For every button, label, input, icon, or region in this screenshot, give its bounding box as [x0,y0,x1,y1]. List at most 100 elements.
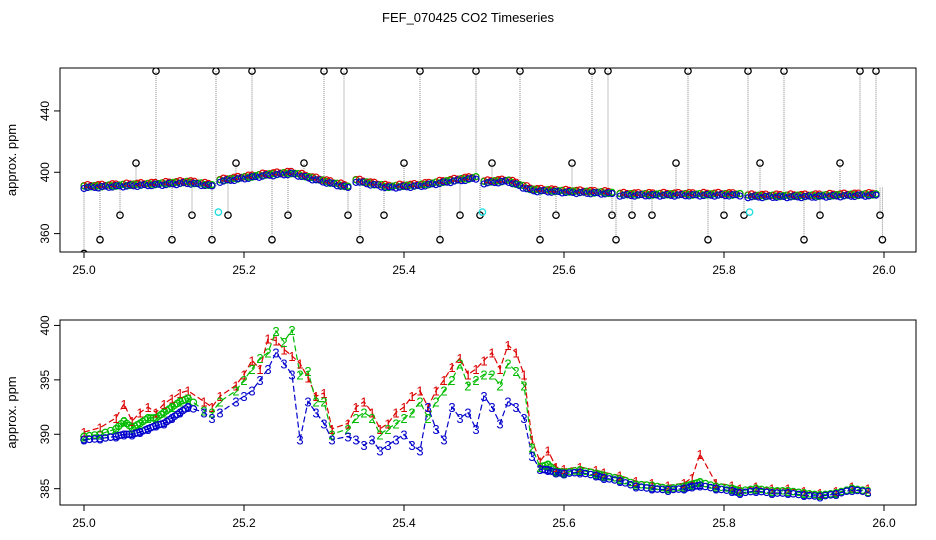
series-point [768,489,776,497]
series-label-3: 3 [440,433,447,448]
baseline-point [663,190,671,198]
series-label-1: 1 [152,406,159,421]
baseline-point [468,174,476,182]
series-label-3: 3 [600,471,607,486]
cyan-point [478,208,487,216]
series-label-1: 1 [248,353,255,368]
baseline-point [137,179,145,187]
series-label-1: 1 [648,476,655,491]
baseline-point [630,192,639,200]
series-point [146,414,155,422]
series-label-1: 1 [232,378,239,393]
baseline-point [176,177,184,185]
baseline-point [692,191,700,199]
series-label-2: 2 [128,421,135,436]
baseline-point [230,176,238,185]
series-label-1: 1 [576,460,583,475]
baseline-point [461,176,469,185]
series-label-2: 2 [352,411,359,426]
series-label-1: 1 [848,480,855,495]
series-label-2: 2 [296,367,303,382]
baseline-point [454,176,462,184]
baseline-point [337,182,345,190]
series-label-3: 3 [784,486,791,501]
series-label-2: 2 [168,400,175,415]
series-point [581,467,590,476]
series-label-1: 1 [120,397,127,412]
series-point [706,483,715,492]
x-tick-label: 25.0 [72,516,96,530]
spike-point [168,235,176,244]
series-label-1: 1 [376,422,383,437]
series-label-2: 2 [264,346,271,361]
series-label-1: 1 [632,474,639,489]
series-label-1: 1 [768,482,775,497]
series-label-1: 1 [616,469,623,484]
series-label-2: 2 [288,323,295,338]
series-label-2: 2 [728,482,735,497]
series-label-3: 3 [432,422,439,437]
series-label-3: 3 [424,400,431,415]
series-label-2: 2 [176,395,183,410]
series-label-2: 2 [96,427,103,442]
spike-point [436,235,444,244]
y-tick-label: 440 [38,101,52,121]
series-label-1: 1 [288,349,295,364]
baseline-point [765,192,773,200]
series-label-2: 2 [784,484,791,499]
series-label-1: 1 [168,391,175,406]
series-label-3: 3 [400,427,407,442]
baseline-point [133,182,141,191]
baseline-point [744,194,752,202]
chart-title: FEF_070425 CO2 Timeseries [382,10,554,25]
series-label-2: 2 [456,357,463,372]
baseline-point [797,191,805,200]
baseline-point [555,187,563,196]
series-label-3: 3 [232,395,239,410]
series-label-3: 3 [368,433,375,448]
series-label-3: 3 [552,465,559,480]
baseline-point [505,178,513,187]
series-point [736,489,744,497]
series-point [96,434,104,443]
series-label-1: 1 [728,478,735,493]
series-label-3: 3 [416,444,423,459]
baseline-point [280,168,288,177]
baseline-point [450,174,458,182]
y-axis-label: approx. ppm [4,376,19,448]
series-label-2: 2 [216,395,223,410]
series-label-3: 3 [200,406,207,421]
baseline-point [298,172,306,181]
series-label-2: 2 [648,478,655,493]
baseline-point [144,179,152,187]
series-label-2: 2 [400,411,407,426]
series-point [842,487,851,496]
series-label-2: 2 [384,422,391,437]
baseline-point [861,192,869,200]
spike-point [232,159,240,167]
series-label-2: 2 [80,429,87,444]
baseline-point [234,172,242,181]
series-label-1: 1 [736,482,743,497]
y-tick-label: 395 [38,370,52,390]
baseline-point [269,172,277,180]
baseline-point [562,188,570,197]
series-label-2: 2 [504,357,511,372]
series-label-3: 3 [512,400,519,415]
series-point [122,430,131,439]
series-label-2: 2 [736,484,743,499]
series-label-1: 1 [664,478,671,493]
baseline-point [822,190,830,199]
baseline-point [204,181,213,189]
series-label-2: 2 [496,378,503,393]
series-point [688,482,696,491]
series-label-1: 1 [368,406,375,421]
series-label-2: 2 [600,469,607,484]
series-label-2: 2 [560,465,567,480]
baseline-point [216,178,224,186]
series-label-2: 2 [440,384,447,399]
series-point [773,489,782,497]
series-label-3: 3 [464,406,471,421]
